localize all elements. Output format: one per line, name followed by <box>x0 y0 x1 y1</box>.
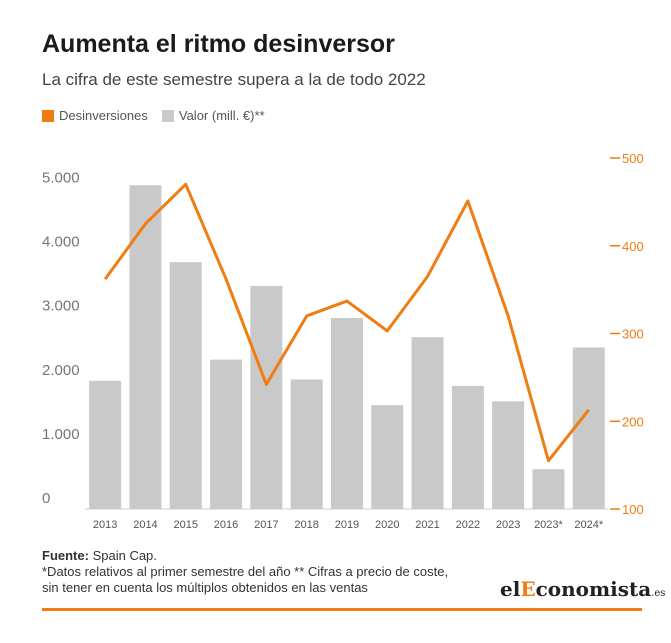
legend-item-bar: Valor (mill. €)** <box>161 108 265 123</box>
x-tick-label: 2013 <box>93 519 117 531</box>
bar <box>492 401 525 509</box>
chart-title: Aumenta el ritmo desinversor <box>42 30 395 58</box>
x-tick-label: 2024* <box>574 519 603 531</box>
footnote-1: *Datos relativos al primer semestre del … <box>42 564 449 579</box>
bar <box>210 359 243 509</box>
right-tick-label: 500 <box>622 151 644 166</box>
x-tick-label: 2017 <box>254 519 278 531</box>
bar <box>89 380 122 509</box>
left-axis-ticks: 5.000 4.000 3.000 2.000 1.000 0 <box>42 169 80 507</box>
x-axis-labels: 2013 2014 2015 2016 2017 2018 2019 2020 2021 2022… <box>93 519 604 531</box>
bottom-rule <box>42 608 642 611</box>
right-tick-label: 400 <box>622 239 644 254</box>
source-line: Fuente: Spain Cap. <box>42 548 448 564</box>
bar <box>250 285 283 509</box>
x-tick-label: 2020 <box>375 519 399 531</box>
bar <box>411 337 444 509</box>
left-tick-label: 5.000 <box>42 169 80 186</box>
x-tick-label: 2022 <box>456 519 480 531</box>
x-tick-label: 2021 <box>415 519 439 531</box>
chart-subtitle: La cifra de este semestre supera a la de… <box>42 70 426 89</box>
x-tick-label: 2018 <box>294 519 318 531</box>
right-tick-label: 100 <box>622 502 644 517</box>
bar <box>169 262 202 509</box>
x-tick-label: 2015 <box>174 519 198 531</box>
left-tick-label: 2.000 <box>42 362 80 379</box>
bar <box>129 185 162 510</box>
source-label: Fuente: <box>42 548 89 563</box>
source-value: Spain Cap. <box>92 548 157 563</box>
x-tick-label: 2016 <box>214 519 238 531</box>
logo-part-4: .es <box>651 588 666 599</box>
footer: Fuente: Spain Cap. *Datos relativos al p… <box>42 548 448 596</box>
logo-part-2: E <box>520 577 536 601</box>
x-tick-label: 2023 <box>496 519 520 531</box>
x-tick-label: 2019 <box>335 519 359 531</box>
bar-series <box>89 185 605 510</box>
bar <box>451 385 484 509</box>
legend-label-line: Desinversiones <box>59 108 148 123</box>
legend: Desinversiones Valor (mill. €)** <box>42 108 279 123</box>
bar <box>572 347 605 509</box>
footnote-2: sin tener en cuenta los múltiplos obteni… <box>42 580 368 595</box>
right-tick-label: 200 <box>622 414 644 429</box>
left-tick-label: 1.000 <box>42 426 80 443</box>
legend-swatch-line <box>42 109 54 122</box>
logo-part-3: conomista <box>535 577 652 601</box>
x-tick-label: 2023* <box>534 519 563 531</box>
bar <box>290 379 323 509</box>
right-tick-label: 300 <box>622 327 644 342</box>
left-tick-label: 0 <box>42 490 50 507</box>
bar <box>371 405 404 509</box>
line-series <box>103 182 590 463</box>
x-tick-label: 2014 <box>133 519 157 531</box>
bar <box>330 317 363 509</box>
publisher-logo: elEconomista.es <box>500 577 665 601</box>
legend-label-bar: Valor (mill. €)** <box>178 108 265 123</box>
bar <box>532 469 565 509</box>
right-axis-ticks: 500 400 300 200 100 <box>610 151 644 517</box>
legend-swatch-bar <box>161 109 174 122</box>
left-tick-label: 4.000 <box>42 234 80 251</box>
left-tick-label: 3.000 <box>42 298 80 315</box>
legend-item-line: Desinversiones <box>42 108 148 123</box>
logo-part-1: el <box>500 577 521 601</box>
